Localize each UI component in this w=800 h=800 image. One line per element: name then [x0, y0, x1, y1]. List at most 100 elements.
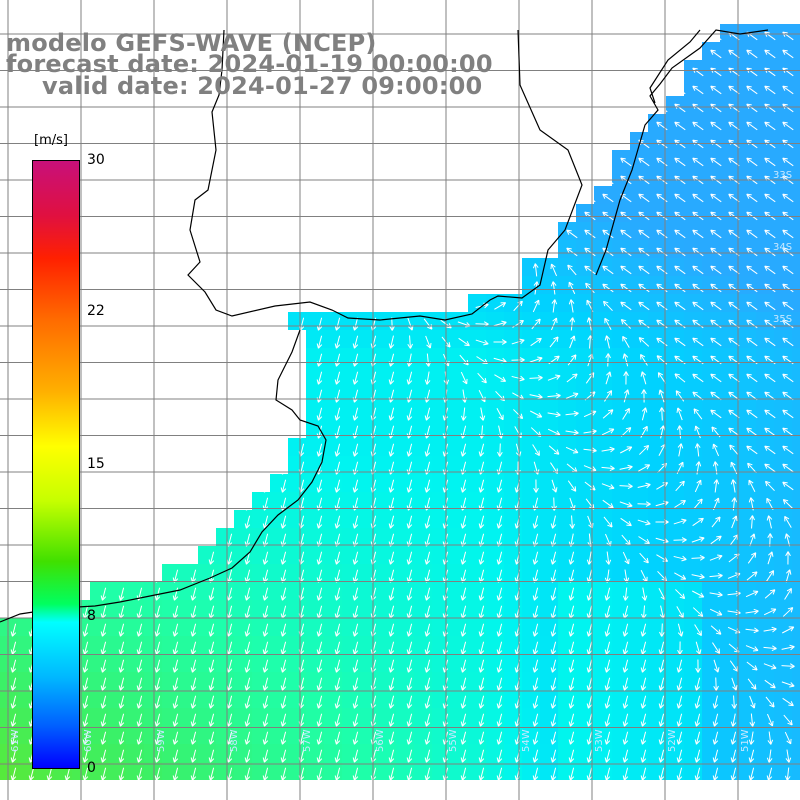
wind-arrow — [316, 407, 323, 421]
wind-arrow — [658, 731, 665, 745]
wind-arrow — [710, 229, 722, 239]
wind-cell — [666, 546, 684, 564]
wind-arrow — [622, 641, 629, 655]
wind-arrow — [388, 443, 395, 457]
wind-cell — [756, 492, 774, 510]
wind-cell — [756, 600, 774, 618]
wind-arrow — [764, 49, 776, 59]
wind-cell — [792, 312, 800, 330]
wind-cell — [792, 168, 800, 186]
wind-arrow — [694, 479, 702, 493]
wind-arrow — [549, 336, 559, 348]
wind-cell — [504, 420, 522, 438]
wind-cell — [630, 438, 648, 456]
wind-arrow — [424, 623, 431, 637]
wind-cell — [450, 366, 468, 384]
wind-arrow — [208, 695, 215, 709]
wind-cell — [774, 654, 792, 672]
wind-cell — [792, 546, 800, 564]
wind-arrow — [478, 425, 485, 439]
wind-arrow — [604, 677, 611, 691]
wind-arrow — [674, 499, 686, 508]
wind-cell — [720, 528, 738, 546]
wind-arrow — [460, 695, 467, 709]
wind-arrow — [748, 479, 756, 493]
wind-arrow — [460, 551, 467, 565]
wind-cell — [792, 564, 800, 582]
wind-cell — [450, 348, 468, 366]
wind-arrow — [677, 623, 684, 637]
wind-arrow — [280, 551, 287, 565]
wind-arrow — [605, 371, 612, 385]
wind-arrow — [656, 121, 668, 131]
wind-arrow — [746, 283, 758, 293]
wind-cell — [414, 330, 432, 348]
wind-cell — [774, 510, 792, 528]
wind-arrow — [10, 713, 17, 727]
wind-arrow — [172, 695, 179, 709]
wind-arrow — [316, 731, 323, 745]
wind-cell — [792, 132, 800, 150]
wind-arrow — [746, 103, 758, 113]
wind-arrow — [620, 283, 632, 293]
wind-arrow — [620, 301, 632, 311]
wind-cell — [792, 636, 800, 654]
longitude-label: 56W — [375, 729, 386, 752]
wind-cell — [648, 582, 666, 600]
wind-cell — [558, 366, 576, 384]
wind-arrow — [352, 371, 359, 385]
wind-cell — [756, 474, 774, 492]
wind-arrow — [782, 498, 794, 509]
wind-cell — [738, 510, 756, 528]
wind-arrow — [172, 677, 179, 691]
wind-arrow — [550, 677, 557, 691]
wind-arrow — [334, 749, 341, 763]
wind-cell — [756, 708, 774, 726]
wind-arrow — [424, 731, 431, 745]
wind-arrow — [620, 229, 632, 239]
wind-arrow — [748, 731, 755, 745]
wind-arrow — [674, 247, 686, 257]
wind-arrow — [566, 373, 578, 383]
wind-arrow — [676, 425, 683, 439]
wind-cell — [648, 402, 666, 420]
wind-arrow — [676, 677, 683, 691]
wind-arrow — [764, 373, 776, 383]
wind-cell — [792, 330, 800, 348]
wind-arrow — [764, 589, 776, 599]
wind-cell — [612, 330, 630, 348]
wind-cell — [540, 366, 558, 384]
wind-arrow — [479, 407, 486, 421]
wind-cell — [792, 492, 800, 510]
wind-cell — [738, 492, 756, 510]
longitude-label: 59W — [156, 729, 167, 752]
wind-arrow — [478, 731, 485, 745]
wind-arrow — [730, 479, 737, 493]
wind-arrow — [746, 445, 758, 455]
wind-arrow — [494, 374, 507, 382]
wind-cell — [612, 528, 630, 546]
longitude-label: 58W — [229, 729, 240, 752]
wind-arrow — [567, 264, 577, 276]
wind-cell — [612, 366, 630, 384]
wind-arrow — [710, 373, 722, 383]
wind-arrow — [656, 283, 668, 293]
wind-arrow — [478, 479, 485, 493]
wind-cell — [792, 150, 800, 168]
wind-cell — [576, 510, 594, 528]
wind-arrow — [746, 247, 758, 257]
wind-cell — [666, 438, 684, 456]
wind-arrow — [640, 695, 647, 709]
wind-arrow — [639, 444, 650, 455]
wind-arrow — [675, 480, 685, 492]
wind-arrow — [638, 265, 650, 275]
wind-arrow — [782, 337, 794, 347]
wind-cell — [738, 654, 756, 672]
wind-arrow — [620, 427, 632, 437]
wind-arrow — [550, 659, 557, 673]
wind-arrow — [713, 479, 720, 493]
wind-cell — [774, 546, 792, 564]
wind-cell — [684, 600, 702, 618]
wind-arrow — [640, 731, 647, 745]
wind-cell — [774, 744, 792, 762]
